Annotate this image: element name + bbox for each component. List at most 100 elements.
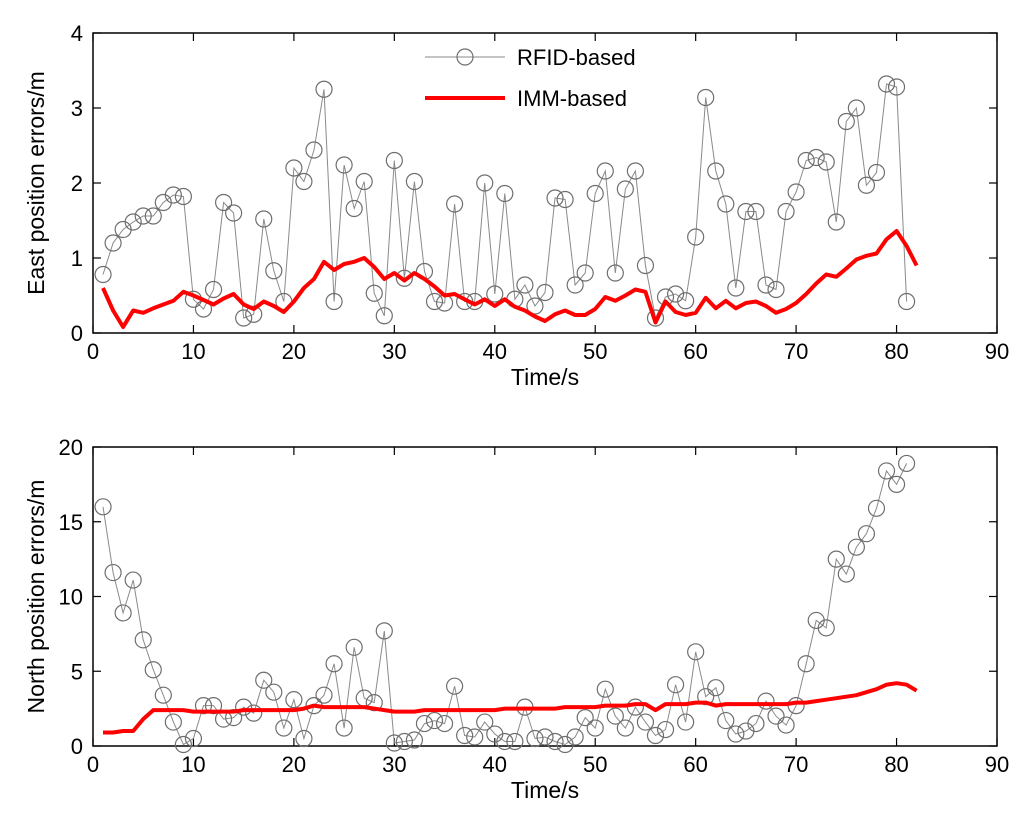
plot-area-frame bbox=[92, 446, 998, 747]
rfid-data-point bbox=[395, 732, 413, 751]
rfid-data-point bbox=[827, 550, 845, 568]
rfid-data-point bbox=[536, 283, 554, 302]
rfid-data-point bbox=[104, 234, 122, 252]
y-tick-label: 2 bbox=[71, 171, 83, 196]
rfid-data-point bbox=[797, 655, 815, 673]
x-tick-label: 70 bbox=[784, 339, 808, 364]
rfid-data-point bbox=[315, 686, 333, 704]
rfid-data-point bbox=[174, 187, 192, 206]
rfid-data-point bbox=[435, 714, 454, 733]
x-tick-label: 30 bbox=[382, 752, 406, 777]
y-tick-label: 3 bbox=[71, 96, 83, 121]
rfid-data-point bbox=[777, 716, 795, 734]
rfid-data-point bbox=[496, 184, 514, 203]
rfid-data-point bbox=[456, 726, 474, 745]
rfid-data-point bbox=[666, 285, 685, 303]
x-tick-label: 0 bbox=[87, 339, 99, 364]
rfid-data-point bbox=[697, 88, 715, 107]
x-tick-label: 20 bbox=[282, 339, 306, 364]
rfid-data-point bbox=[767, 280, 785, 299]
rfid-data-point bbox=[586, 184, 604, 203]
rfid-data-point bbox=[476, 713, 494, 731]
x-axis-title: Time/s bbox=[511, 364, 579, 390]
rfid-data-point bbox=[646, 726, 665, 745]
imm-series-line bbox=[101, 229, 919, 329]
rfid-data-point bbox=[827, 213, 845, 231]
y-tick-label: 1 bbox=[71, 246, 83, 271]
rfid-data-point bbox=[687, 643, 705, 661]
rfid-data-point bbox=[375, 622, 393, 640]
rfid-data-point bbox=[626, 162, 645, 180]
rfid-data-point bbox=[265, 683, 283, 701]
rfid-data-point bbox=[707, 679, 725, 697]
rfid-data-point bbox=[727, 279, 745, 297]
rfid-data-point bbox=[717, 711, 735, 730]
rfid-data-point bbox=[466, 728, 484, 746]
x-tick-label: 80 bbox=[884, 339, 908, 364]
rfid-data-point bbox=[797, 151, 815, 170]
rfid-data-point bbox=[807, 148, 825, 167]
rfid-data-point bbox=[596, 162, 614, 180]
x-tick-label: 40 bbox=[483, 339, 507, 364]
y-tick-label: 0 bbox=[71, 734, 83, 759]
rfid-data-point bbox=[446, 195, 464, 213]
rfid-data-point bbox=[747, 202, 765, 221]
rfid-data-point bbox=[576, 708, 594, 727]
rfid-data-point bbox=[677, 713, 695, 731]
rfid-data-point bbox=[646, 309, 665, 327]
rfid-data-point bbox=[325, 292, 343, 311]
rfid-data-point bbox=[144, 661, 162, 679]
rfid-data-point bbox=[787, 183, 805, 201]
rfid-data-point bbox=[405, 731, 424, 749]
x-tick-label: 90 bbox=[985, 752, 1009, 777]
rfid-data-point bbox=[365, 284, 383, 302]
legend-label-rfid: RFID-based bbox=[517, 45, 636, 70]
x-tick-label: 10 bbox=[181, 752, 205, 777]
rfid-data-point bbox=[144, 207, 162, 225]
rfid-data-point bbox=[556, 190, 574, 209]
east-error-chart: 0 10 20 30 40 50 60 70 80 90 0 1 2 3 4 Time/s East posit… bbox=[23, 21, 1009, 390]
rfid-data-point bbox=[446, 677, 464, 695]
north-error-chart: 0 10 20 30 40 50 60 70 80 90 0 5 10 15 20 Time/s North p… bbox=[23, 435, 1009, 803]
x-tick-label: 60 bbox=[683, 339, 707, 364]
rfid-data-point bbox=[225, 204, 243, 222]
x-tick-label: 90 bbox=[985, 339, 1009, 364]
x-tick-label: 80 bbox=[884, 752, 908, 777]
rfid-data-point bbox=[285, 691, 303, 709]
x-tick-label: 0 bbox=[87, 752, 99, 777]
rfid-data-point bbox=[837, 565, 855, 583]
x-tick-label: 50 bbox=[583, 339, 607, 364]
rfid-data-point bbox=[476, 174, 494, 192]
rfid-data-point bbox=[526, 729, 544, 748]
rfid-data-point bbox=[214, 193, 233, 212]
rfid-data-point bbox=[636, 713, 655, 731]
x-axis-title: Time/s bbox=[511, 777, 579, 803]
rfid-data-point bbox=[847, 99, 865, 117]
rfid-data-point bbox=[174, 735, 192, 754]
rfid-data-point bbox=[415, 714, 434, 733]
rfid-data-point bbox=[586, 719, 604, 737]
rfid-data-point bbox=[245, 305, 263, 323]
x-tick-label: 40 bbox=[483, 752, 507, 777]
rfid-data-point bbox=[315, 80, 333, 98]
rfid-data-point bbox=[134, 631, 152, 649]
rfid-data-point bbox=[335, 156, 353, 174]
rfid-data-point bbox=[305, 141, 323, 159]
rfid-data-point bbox=[94, 498, 112, 516]
rfid-data-point bbox=[616, 180, 634, 198]
x-tick-label: 70 bbox=[784, 752, 808, 777]
legend-label-imm: IMM-based bbox=[517, 86, 627, 111]
rfid-data-point bbox=[526, 297, 544, 315]
rfid-data-point bbox=[576, 264, 594, 282]
rfid-data-point bbox=[255, 210, 273, 228]
rfid-data-point bbox=[707, 162, 725, 180]
rfid-series-line bbox=[102, 463, 908, 746]
rfid-data-point bbox=[355, 172, 373, 191]
rfid-data-point bbox=[777, 202, 795, 221]
rfid-data-point bbox=[124, 213, 142, 231]
rfid-data-point bbox=[114, 604, 132, 622]
rfid-data-point bbox=[616, 719, 634, 737]
rfid-data-point bbox=[194, 697, 213, 715]
rfid-data-point bbox=[375, 307, 393, 325]
